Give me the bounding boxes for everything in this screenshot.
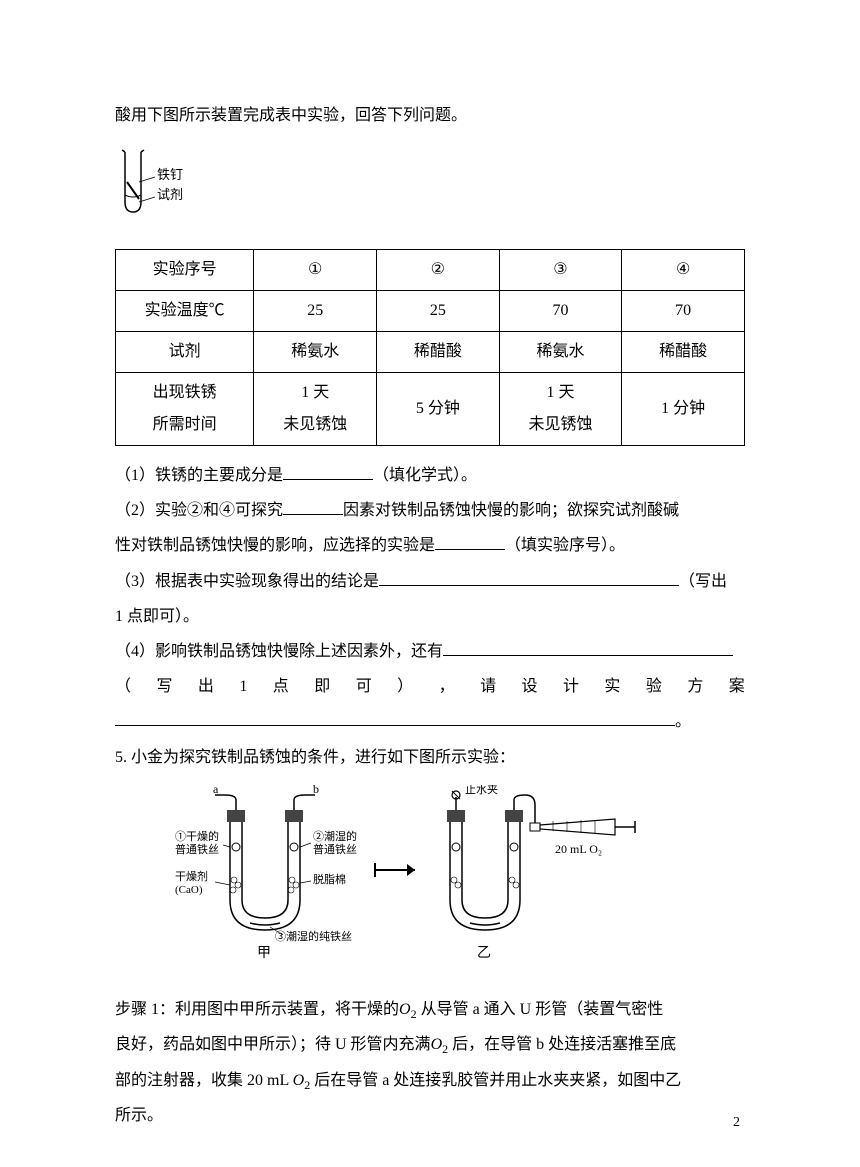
step-1-line1: 步骤 1：利用图中甲所示装置，将干燥的O2 从导管 a 通入 U 形管（装置气密… <box>115 992 745 1028</box>
blank-input[interactable] <box>283 514 343 515</box>
cell: 25 <box>254 291 377 332</box>
cell: 稀氨水 <box>254 332 377 373</box>
apparatus-diagram: a b ①干燥的 普通铁丝 干燥剂 (CaO) ②潮湿的 普通铁丝 脱脂棉 ③潮… <box>175 785 745 977</box>
cell: 70 <box>622 291 745 332</box>
cell: 稀醋酸 <box>622 332 745 373</box>
cell: ① <box>254 250 377 291</box>
label-cao: (CaO) <box>175 884 203 896</box>
label-desiccant: 干燥剂 <box>175 869 208 883</box>
label-common-wire: 普通铁丝 <box>175 842 219 856</box>
label-wet-wire: ②潮湿的 <box>313 829 357 843</box>
label-yi: 乙 <box>477 945 491 961</box>
cell: 1 天未见锈蚀 <box>254 373 377 446</box>
question-3-line2: 1 点即可）。 <box>115 599 745 634</box>
blank-input[interactable] <box>115 725 675 726</box>
label-pure-wire: ③潮湿的纯铁丝 <box>275 929 352 943</box>
blank-input[interactable] <box>435 549 505 550</box>
cell-header: 实验序号 <box>116 250 254 291</box>
nail-label: 铁钉 <box>157 167 183 182</box>
question-2-line2: 性对铁制品锈蚀快慢的影响，应选择的实验是（填实验序号）。 <box>115 528 745 563</box>
label-dry-wire: ①干燥的 <box>175 829 219 843</box>
label-b: b <box>313 785 319 796</box>
cell-header: 实验温度℃ <box>116 291 254 332</box>
cell-header: 试剂 <box>116 332 254 373</box>
table-row: 出现铁锈所需时间 1 天未见锈蚀 5 分钟 1 天未见锈蚀 1 分钟 <box>116 373 745 446</box>
table-row: 实验序号 ① ② ③ ④ <box>116 250 745 291</box>
test-tube-diagram: 铁钉 试剂 <box>115 147 745 234</box>
cell: 1 天未见锈蚀 <box>499 373 622 446</box>
table-row: 试剂 稀氨水 稀醋酸 稀氨水 稀醋酸 <box>116 332 745 373</box>
cell: ③ <box>499 250 622 291</box>
cell: 1 分钟 <box>622 373 745 446</box>
question-2: （2）实验②和④可探究因素对铁制品锈蚀快慢的影响；欲探究试剂酸碱 <box>115 493 745 528</box>
cell-header: 出现铁锈所需时间 <box>116 373 254 446</box>
label-a: a <box>213 785 219 796</box>
step-1-line3: 部的注射器，收集 20 mL O2 后在导管 a 处连接乳胶管并用止水夹夹紧，如… <box>115 1063 745 1099</box>
cell: ② <box>377 250 500 291</box>
blank-input[interactable] <box>283 479 373 480</box>
label-syringe: 20 mL O₂ <box>555 842 602 856</box>
cell: 5 分钟 <box>377 373 500 446</box>
question-4: （4）影响铁制品锈蚀快慢除上述因素外，还有 <box>115 634 745 669</box>
question-1: （1）铁锈的主要成分是（填化学式）。 <box>115 458 745 493</box>
step-1-line4: 所示。 <box>115 1098 745 1133</box>
step-1-line2: 良好，药品如图中甲所示）；待 U 形管内充满O2 后，在导管 b 处连接活塞推至… <box>115 1027 745 1063</box>
reagent-label: 试剂 <box>157 187 183 202</box>
label-common-wire-2: 普通铁丝 <box>313 842 357 856</box>
table-row: 实验温度℃ 25 25 70 70 <box>116 291 745 332</box>
cell: ④ <box>622 250 745 291</box>
intro-text: 酸用下图所示装置完成表中实验，回答下列问题。 <box>115 100 745 132</box>
blank-input[interactable] <box>379 585 679 586</box>
cell: 稀氨水 <box>499 332 622 373</box>
label-stopclip: 止水夹 <box>465 785 498 796</box>
cell: 25 <box>377 291 500 332</box>
label-cotton: 脱脂棉 <box>313 872 346 886</box>
blank-input[interactable] <box>443 655 733 656</box>
page-number: 2 <box>733 1109 740 1137</box>
question-4-blank-line: 。 <box>115 704 745 739</box>
question-4-spaced: （写出1点即可），请设计实验方案 <box>115 669 745 704</box>
experiment-table: 实验序号 ① ② ③ ④ 实验温度℃ 25 25 70 70 试剂 稀氨水 稀醋… <box>115 249 745 446</box>
label-jia: 甲 <box>257 946 271 961</box>
question-3: （3）根据表中实验现象得出的结论是（写出 <box>115 564 745 599</box>
cell: 70 <box>499 291 622 332</box>
cell: 稀醋酸 <box>377 332 500 373</box>
question-5-intro: 5. 小金为探究铁制品锈蚀的条件，进行如下图所示实验： <box>115 740 745 775</box>
